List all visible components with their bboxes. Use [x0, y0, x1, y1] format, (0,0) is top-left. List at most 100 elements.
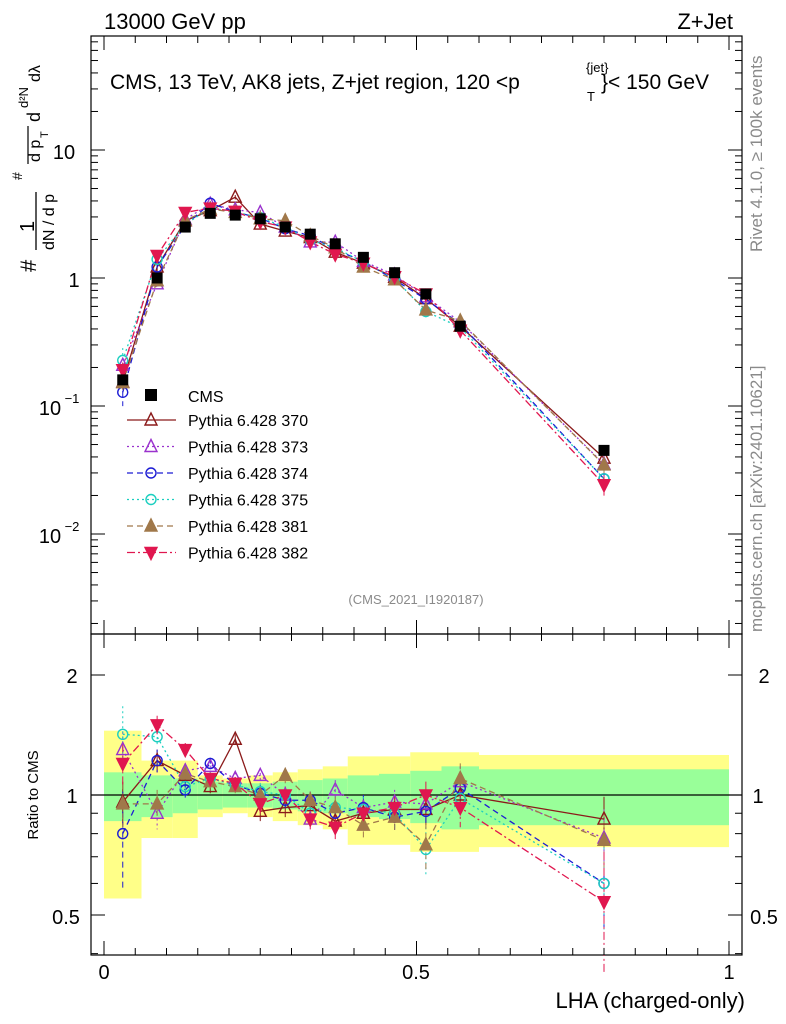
legend-marker — [143, 411, 159, 426]
ratio-point — [356, 807, 371, 822]
ratio-y-label: Ratio to CMS — [25, 750, 42, 839]
cms-point — [117, 374, 129, 386]
legend-label: Pythia 6.428 382 — [188, 546, 308, 563]
ratio-point — [149, 719, 165, 734]
ratio-point — [117, 827, 129, 840]
main-y-tick-labels: 10 1 10 −1 10 −2 — [39, 142, 80, 548]
x-axis-label: LHA (charged-only) — [555, 988, 745, 1013]
cms-point — [179, 221, 191, 233]
chart-title: CMS, 13 TeV, AK8 jets, Z+jet region, 120… — [110, 71, 520, 94]
ratio-point — [328, 781, 343, 796]
ratio-point — [598, 877, 610, 890]
legend-label: Pythia 6.428 374 — [188, 466, 308, 483]
data-point — [115, 364, 130, 379]
y-label-dpt-sub: T — [39, 131, 51, 138]
cms-point — [420, 288, 432, 300]
y-label-hash: # — [16, 259, 41, 272]
ratio-point — [278, 766, 293, 782]
cms-point — [254, 213, 266, 225]
ratio-point — [203, 772, 218, 788]
data-point — [328, 248, 343, 263]
legend-marker — [143, 546, 159, 562]
legend-label: Pythia 6.428 375 — [188, 493, 308, 510]
data-point — [178, 206, 193, 222]
y-label-d2n: d²N — [16, 87, 31, 108]
y-label-frac-num: 1 — [17, 221, 39, 232]
cms-point — [229, 209, 241, 221]
legend-cms-marker — [145, 389, 157, 401]
y-tick-label-10m2: 10 — [39, 526, 61, 548]
legend-marker — [143, 517, 159, 532]
data-point — [596, 478, 612, 494]
ratio-point — [303, 813, 318, 828]
cms-point — [357, 251, 369, 263]
rivet-version-label: Rivet 4.1.0, ≥ 100k events — [747, 56, 766, 252]
ratio-series-markers — [115, 719, 612, 911]
y-tick-exp-m2: −2 — [65, 519, 80, 534]
energy-label: 13000 GeV pp — [104, 9, 246, 34]
y-tick-label-10: 10 — [53, 142, 75, 164]
ratio-point — [387, 808, 402, 823]
x-tick-label-1: 1 — [723, 962, 734, 984]
legend-cms-label: CMS — [188, 389, 224, 406]
ratio-point — [228, 730, 243, 745]
chart-title-sup: {jet} — [586, 60, 609, 75]
y-label-hash2: # — [9, 172, 25, 180]
cms-point — [454, 320, 466, 332]
ratio-y-tick-1-right: 1 — [752, 786, 763, 808]
ratio-point — [328, 798, 343, 814]
y-tick-exp-m1: −1 — [65, 391, 80, 406]
chart-title-main: CMS, 13 TeV, AK8 jets, Z+jet region, 120… — [110, 71, 520, 94]
legend-marker — [143, 437, 159, 453]
main-panel: 10 1 10 −1 10 −2 CMS, 13 TeV, AK8 jets, … — [39, 35, 743, 635]
cms-point — [151, 272, 163, 284]
ratio-point — [596, 831, 612, 846]
legend-label: Pythia 6.428 373 — [188, 440, 308, 457]
ratio-uncertainty-bands — [104, 730, 729, 899]
ratio-series-line — [122, 773, 605, 846]
data-point — [596, 456, 612, 471]
process-label: Z+Jet — [677, 9, 733, 34]
cms-point — [204, 207, 216, 219]
cms-point — [389, 267, 401, 279]
ratio-y-ticks — [91, 674, 742, 955]
legend-marker — [145, 467, 157, 479]
ratio-panel: 2 1 0.5 2 1 0.5 Ratio to CMS — [25, 633, 778, 972]
legend-marker — [145, 493, 157, 506]
y-tick-label-1: 1 — [68, 270, 79, 292]
mcplots-label: mcplots.cern.ch [arXiv:2401.10621] — [747, 366, 766, 632]
legend-label: Pythia 6.428 381 — [188, 519, 308, 536]
legend-series-items: Pythia 6.428 370 Pythia 6.428 373 Pythia 6… — [127, 411, 308, 563]
ratio-point — [418, 836, 434, 851]
cms-data-points — [117, 207, 610, 456]
ratio-point — [115, 741, 130, 756]
ratio-y-tick-2-right: 2 — [758, 666, 769, 688]
ratio-y-tick-0.5-right: 0.5 — [750, 907, 778, 929]
ratio-point — [420, 805, 432, 818]
data-point — [149, 249, 165, 265]
cms-point — [279, 221, 291, 233]
y-label-frac-den: dN / d p — [41, 194, 58, 250]
ratio-point — [117, 728, 129, 740]
cms-point — [598, 444, 610, 456]
x-axis: 0 0.5 1 LHA (charged-only) — [98, 36, 745, 1013]
ratio-point — [179, 780, 191, 793]
ratio-point — [278, 789, 293, 804]
cms-point — [329, 238, 341, 250]
ratio-series-line — [122, 723, 605, 903]
series-line — [122, 202, 605, 480]
analysis-id: (CMS_2021_I1920187) — [348, 592, 483, 607]
ratio-point — [178, 765, 193, 780]
ratio-point — [303, 791, 318, 806]
ratio-point — [151, 754, 163, 767]
y-tick-label-10m1: 10 — [39, 398, 61, 420]
ratio-point — [115, 795, 130, 810]
ratio-point — [149, 795, 165, 810]
ratio-y-tick-2: 2 — [66, 666, 77, 688]
cms-point — [304, 228, 316, 240]
ratio-point — [418, 795, 434, 810]
data-point — [418, 301, 434, 316]
ratio-point — [228, 777, 243, 792]
